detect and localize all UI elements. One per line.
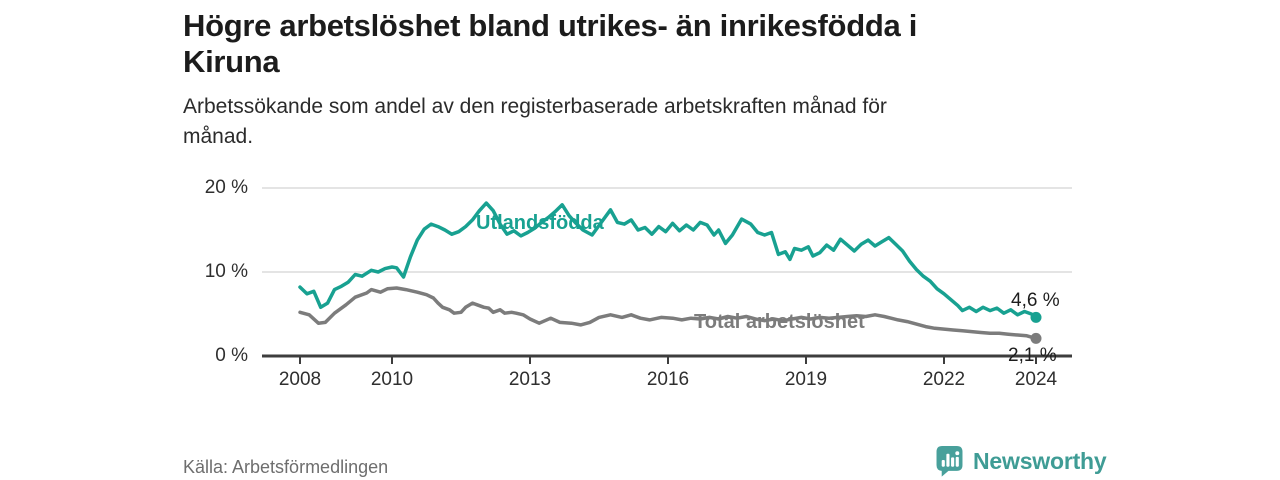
y-axis-label-10: 10 % — [204, 261, 248, 282]
series-line-0 — [298, 201, 1038, 320]
subtitle-line-2: månad. — [183, 125, 254, 148]
page-subtitle: Arbetssökande som andel av den registerb… — [183, 92, 1023, 152]
series-label-utlandsfodda: Utlandsfödda — [476, 212, 604, 234]
page-title: Högre arbetslöshet bland utrikes- än inr… — [183, 8, 1068, 80]
x-axis-label-2013: 2013 — [508, 369, 552, 390]
newsworthy-logo-icon — [936, 445, 963, 477]
series-end-dot-1 — [1030, 332, 1042, 344]
x-axis-label-2008: 2008 — [278, 369, 322, 390]
brand-lockup: Newsworthy — [936, 445, 1107, 477]
title-line-2: Kiruna — [183, 44, 280, 79]
x-axis-label-2016: 2016 — [646, 369, 690, 390]
series-label-total-arbetsloshet: Total arbetslöshet — [694, 311, 865, 333]
series-line-1 — [298, 286, 1038, 341]
subtitle-line-1: Arbetssökande som andel av den registerb… — [183, 95, 887, 118]
title-line-1: Högre arbetslöshet bland utrikes- än inr… — [183, 8, 918, 43]
end-value-label-utlandsfodda: 4,6 % — [1011, 290, 1060, 311]
y-axis-label-20: 20 % — [204, 177, 248, 198]
x-axis-label-2019: 2019 — [784, 369, 828, 390]
source-note: Källa: Arbetsförmedlingen — [183, 457, 389, 477]
end-value-label-total: 2,1 % — [1008, 345, 1057, 366]
x-axis-label-2022: 2022 — [922, 369, 966, 390]
x-axis-label-2010: 2010 — [370, 369, 414, 390]
brand-name: Newsworthy — [973, 447, 1107, 474]
y-axis-label-0: 0 % — [215, 345, 248, 366]
series-end-dot-0 — [1030, 311, 1042, 323]
x-axis-label-2024: 2024 — [1014, 369, 1058, 390]
